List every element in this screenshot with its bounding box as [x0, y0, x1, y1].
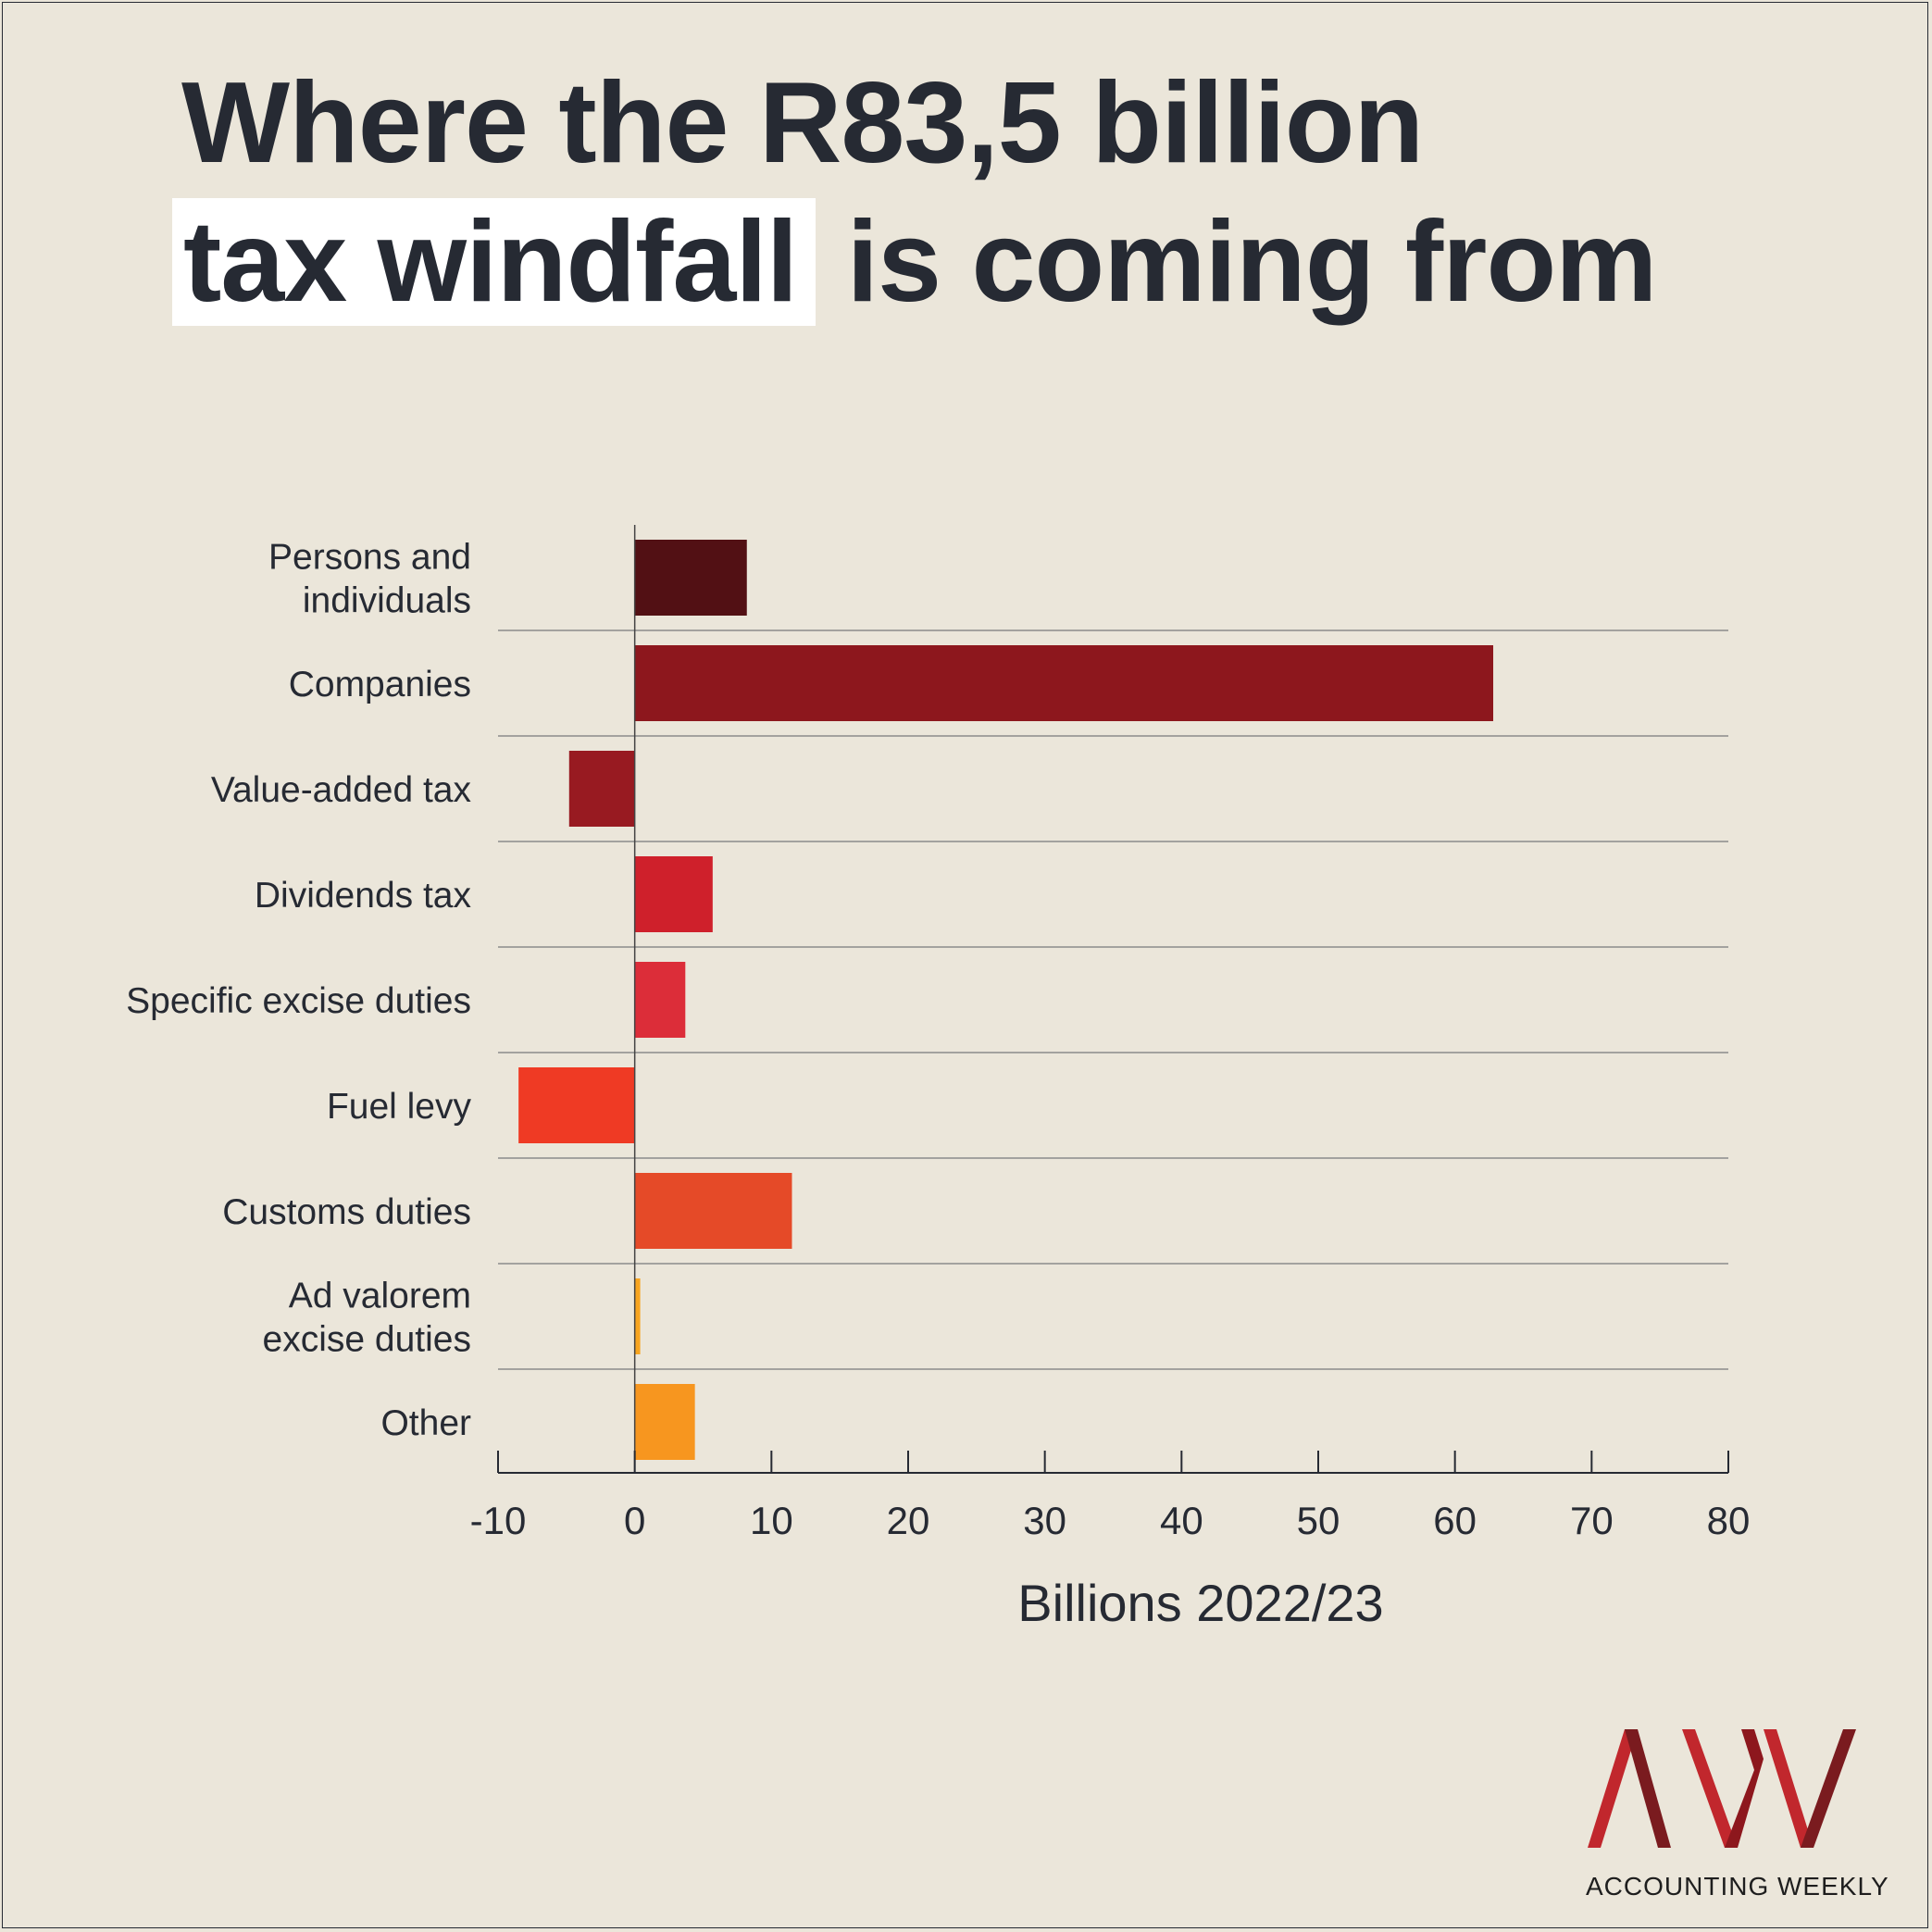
bar [634, 856, 713, 932]
title-highlight: tax windfall [172, 198, 816, 326]
title-line-1: Where the R83,5 billion [181, 59, 1424, 187]
title-rest: is coming from [846, 198, 1658, 326]
category-label: Specific excise duties [126, 981, 471, 1021]
x-tick-label: 40 [1160, 1499, 1203, 1542]
x-tick-label: 80 [1707, 1499, 1751, 1542]
bar [634, 540, 747, 616]
category-label: Ad valorem excise duties [263, 1277, 471, 1360]
bar [634, 962, 686, 1038]
chart-title: Where the R83,5 billion tax windfall is … [172, 54, 1658, 331]
category-label: Dividends tax [255, 876, 472, 916]
x-axis-title: Billions 2022/23 [1017, 1574, 1383, 1632]
bar [634, 1278, 641, 1354]
bar [634, 1173, 792, 1249]
category-label: Companies [289, 665, 471, 704]
bar [634, 1384, 695, 1460]
x-tick-label: -10 [470, 1499, 527, 1542]
category-label: Other [380, 1403, 471, 1443]
x-tick-label: 10 [750, 1499, 793, 1542]
x-tick-label: 0 [624, 1499, 645, 1542]
category-label: Fuel levy [327, 1087, 472, 1127]
x-tick-label: 70 [1570, 1499, 1614, 1542]
title-line-2: tax windfall is coming from [172, 193, 1658, 331]
bar [568, 751, 635, 827]
category-label: Persons and individuals [268, 538, 471, 621]
aw-logo-icon [1588, 1729, 1856, 1848]
bar [518, 1067, 635, 1143]
x-tick-label: 60 [1433, 1499, 1477, 1542]
brand-name: ACCOUNTING WEEKLY [1586, 1872, 1889, 1901]
bar [634, 645, 1494, 721]
category-label: Customs duties [222, 1192, 471, 1232]
category-label: Value-added tax [211, 770, 472, 810]
x-tick-label: 20 [887, 1499, 930, 1542]
x-tick-label: 50 [1297, 1499, 1340, 1542]
x-tick-label: 30 [1023, 1499, 1066, 1542]
bar-chart: Persons and individuals Companies Value-add… [126, 525, 1751, 1632]
